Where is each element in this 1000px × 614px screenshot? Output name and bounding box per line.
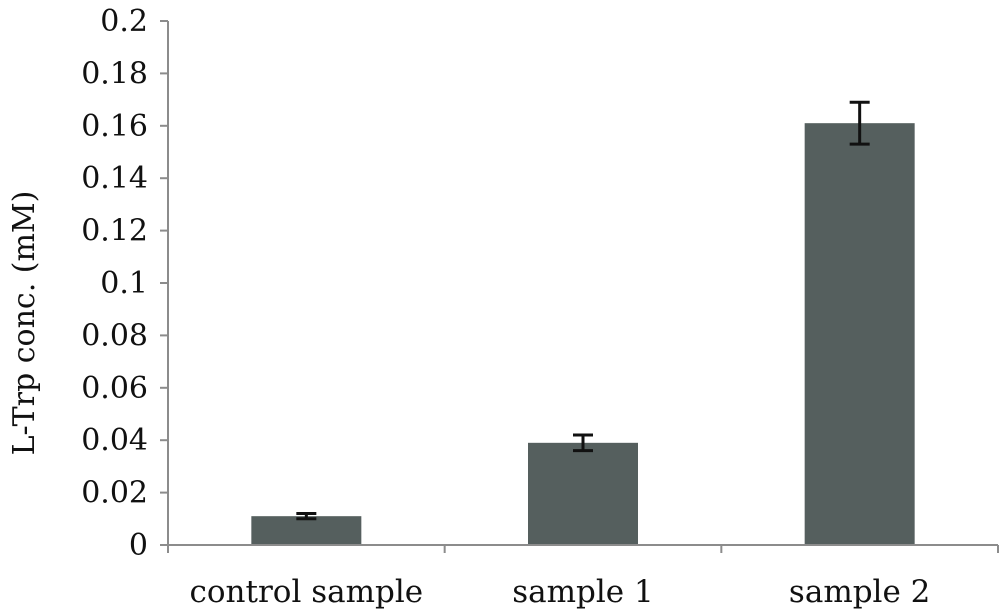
y-tick-label: 0.12 (81, 214, 148, 249)
y-tick-label: 0.16 (81, 109, 148, 144)
x-category-label: control sample (190, 574, 424, 610)
bars (251, 123, 915, 546)
y-tick-label: 0.14 (81, 161, 148, 196)
bar (528, 442, 638, 545)
error-bars (296, 100, 870, 521)
error-bar (296, 512, 317, 521)
y-tick-label: 0.18 (81, 56, 148, 91)
x-category-label: sample 2 (789, 574, 930, 610)
bar (804, 123, 915, 546)
y-tick-label: 0.04 (81, 423, 148, 458)
y-tick-label: 0.06 (81, 371, 148, 406)
y-tick-label: 0.02 (81, 476, 148, 511)
y-axis-ticks: 0 0.02 0.04 0.06 0.08 0.1 0.12 0.14 0.16 0.18 0.2 (81, 4, 999, 563)
x-axis-category-labels: control sample sample 1 sample 2 (190, 574, 931, 610)
error-bar (573, 433, 593, 453)
y-tick-label: 0.2 (100, 4, 148, 39)
y-axis-title: L-Trp conc. (mM) (7, 191, 42, 456)
y-tick-label: 0.1 (100, 266, 148, 301)
error-bar (849, 100, 870, 146)
y-tick-label: 0 (129, 528, 148, 563)
x-category-label: sample 1 (512, 574, 653, 610)
y-tick-label: 0.08 (81, 318, 148, 353)
bar (251, 516, 362, 545)
